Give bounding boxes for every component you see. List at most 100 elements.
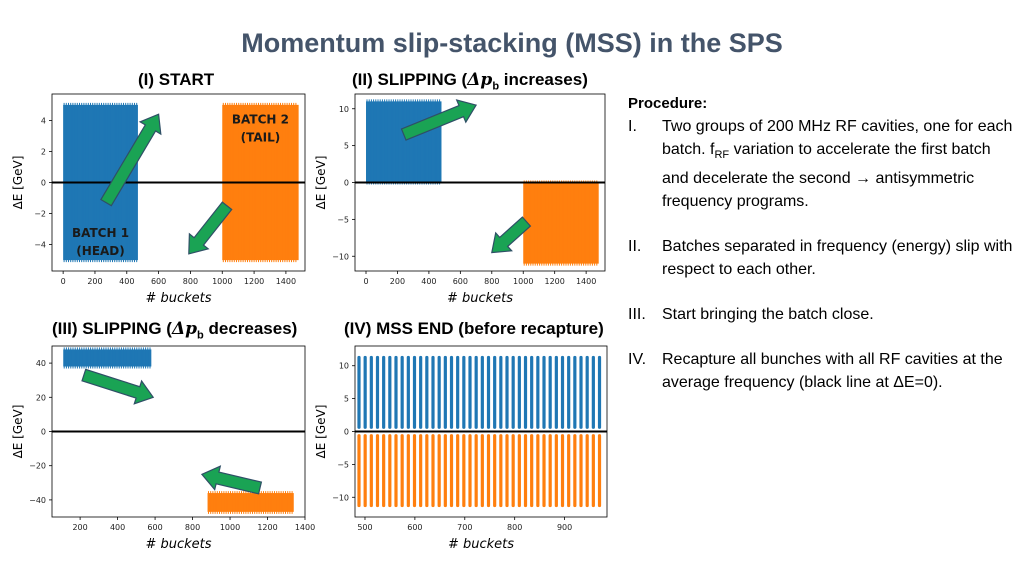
procedure-item-text: Batches separated in frequency (energy) … bbox=[662, 238, 1013, 279]
bunch-orange bbox=[406, 434, 410, 508]
bunch-orange bbox=[480, 434, 484, 508]
bunch-blue bbox=[369, 355, 373, 429]
bunch-blue bbox=[406, 355, 410, 429]
bunch-orange bbox=[548, 434, 552, 508]
y-axis-label: ΔE [GeV] bbox=[314, 156, 328, 210]
bunch-blue bbox=[468, 355, 472, 429]
bunch-blue bbox=[400, 355, 404, 429]
bunch-blue bbox=[437, 355, 441, 429]
procedure-panel: Procedure: I. Two groups of 200 MHz RF c… bbox=[628, 92, 1018, 394]
bunch-blue bbox=[548, 355, 552, 429]
procedure-item-text: Two groups of 200 MHz RF cavities, one f… bbox=[662, 115, 1018, 213]
bunch-blue bbox=[480, 355, 484, 429]
bunch-orange bbox=[449, 434, 454, 508]
x-tick-label: 400 bbox=[110, 523, 125, 532]
procedure-item-text: Start bringing the batch close. bbox=[662, 306, 874, 324]
y-axis-label: ΔE [GeV] bbox=[314, 405, 328, 459]
bunch-blue bbox=[573, 355, 577, 429]
procedure-item-text: Recapture all bunches with all RF caviti… bbox=[662, 351, 1003, 392]
bunch-orange bbox=[437, 434, 441, 508]
y-tick-label: −5 bbox=[337, 215, 349, 224]
bunch-blue bbox=[388, 355, 392, 429]
procedure-item-number: I. bbox=[628, 118, 637, 135]
y-tick-label: −10 bbox=[332, 252, 349, 261]
bunch-blue bbox=[542, 355, 546, 429]
bunch-train-blue bbox=[63, 349, 152, 367]
procedure-heading: Procedure: bbox=[628, 95, 708, 112]
direction-arrow bbox=[100, 113, 162, 207]
procedure-text-part: variation to accelerate the first batch … bbox=[662, 141, 991, 211]
batch-annotation: (TAIL) bbox=[241, 131, 281, 145]
procedure-text-subscript: RF bbox=[714, 149, 730, 162]
y-tick-label: 0 bbox=[344, 179, 349, 188]
y-tick-label: 4 bbox=[41, 116, 46, 125]
bunch-orange bbox=[425, 434, 429, 508]
slide-title: Momentum slip-stacking (MSS) in the SPS bbox=[241, 28, 783, 58]
y-tick-label: 2 bbox=[41, 147, 46, 156]
bunch-blue bbox=[456, 355, 460, 429]
bunch-orange bbox=[357, 434, 361, 508]
bunch-orange bbox=[382, 434, 386, 508]
direction-arrow bbox=[200, 465, 263, 495]
y-tick-label: 0 bbox=[41, 179, 46, 188]
panel-3-label-sym: Δp bbox=[171, 319, 198, 339]
procedure-text-part: Two groups of 200 MHz RF cavities, one f… bbox=[662, 118, 1013, 158]
y-axis-label: ΔE [GeV] bbox=[11, 156, 25, 210]
x-tick-label: 600 bbox=[147, 523, 162, 532]
x-axis-label: # buckets bbox=[448, 537, 514, 552]
x-tick-label: 200 bbox=[87, 277, 102, 286]
y-tick-label: −40 bbox=[29, 496, 46, 505]
procedure-item-number: II. bbox=[628, 238, 642, 256]
bunch-orange bbox=[468, 434, 472, 508]
x-axis-label: # buckets bbox=[145, 537, 211, 552]
y-tick-label: 10 bbox=[339, 362, 349, 371]
x-tick-label: 800 bbox=[185, 523, 200, 532]
bunch-blue bbox=[382, 355, 386, 429]
bunch-orange bbox=[394, 434, 398, 508]
panel-2-label-pre: (II) SLIPPING ( bbox=[352, 70, 468, 89]
procedure-item-2: II. Batches separated in frequency (ener… bbox=[628, 235, 1018, 281]
panel-3-label-sub: b bbox=[197, 329, 204, 342]
bunch-orange bbox=[431, 434, 435, 508]
bunch-blue bbox=[443, 355, 447, 429]
y-tick-label: 20 bbox=[36, 393, 46, 402]
bunch-blue bbox=[499, 355, 503, 429]
x-tick-label: 0 bbox=[363, 277, 368, 286]
procedure-item-1: I. Two groups of 200 MHz RF cavities, on… bbox=[628, 115, 1018, 213]
bunch-blue bbox=[517, 355, 521, 429]
batch-annotation: BATCH 1 bbox=[72, 226, 129, 240]
bunch-orange bbox=[486, 434, 491, 508]
x-tick-label: 800 bbox=[507, 523, 522, 532]
bunch-blue bbox=[357, 355, 361, 429]
x-tick-label: 1200 bbox=[244, 277, 264, 286]
x-tick-label: 1200 bbox=[257, 523, 277, 532]
batch-annotation: (HEAD) bbox=[76, 244, 124, 258]
x-tick-label: 900 bbox=[557, 523, 572, 532]
bunch-orange bbox=[560, 434, 565, 508]
y-tick-label: −4 bbox=[34, 241, 46, 250]
x-tick-label: 1400 bbox=[576, 277, 596, 286]
bunch-blue bbox=[419, 355, 423, 429]
y-tick-label: 5 bbox=[344, 142, 349, 151]
x-tick-label: 400 bbox=[119, 277, 134, 286]
bunch-blue bbox=[567, 355, 571, 429]
bunch-edge-orange bbox=[208, 491, 293, 514]
bunch-blue bbox=[523, 355, 528, 429]
panel-2-label-sym: Δp bbox=[467, 70, 493, 90]
direction-arrow bbox=[188, 201, 233, 255]
bunch-orange bbox=[517, 434, 521, 508]
bunch-blue bbox=[585, 355, 589, 429]
bunch-orange bbox=[542, 434, 546, 508]
bunch-orange bbox=[523, 434, 528, 508]
bunch-orange bbox=[597, 434, 602, 508]
bunch-orange bbox=[511, 434, 515, 508]
x-tick-label: 600 bbox=[407, 523, 422, 532]
x-tick-label: 1400 bbox=[276, 277, 296, 286]
bunch-orange bbox=[375, 434, 380, 508]
procedure-item-number: IV. bbox=[628, 351, 647, 369]
panel-3-label-pre: (III) SLIPPING ( bbox=[52, 319, 172, 338]
bunch-blue bbox=[474, 355, 478, 429]
bunch-orange bbox=[412, 434, 417, 508]
